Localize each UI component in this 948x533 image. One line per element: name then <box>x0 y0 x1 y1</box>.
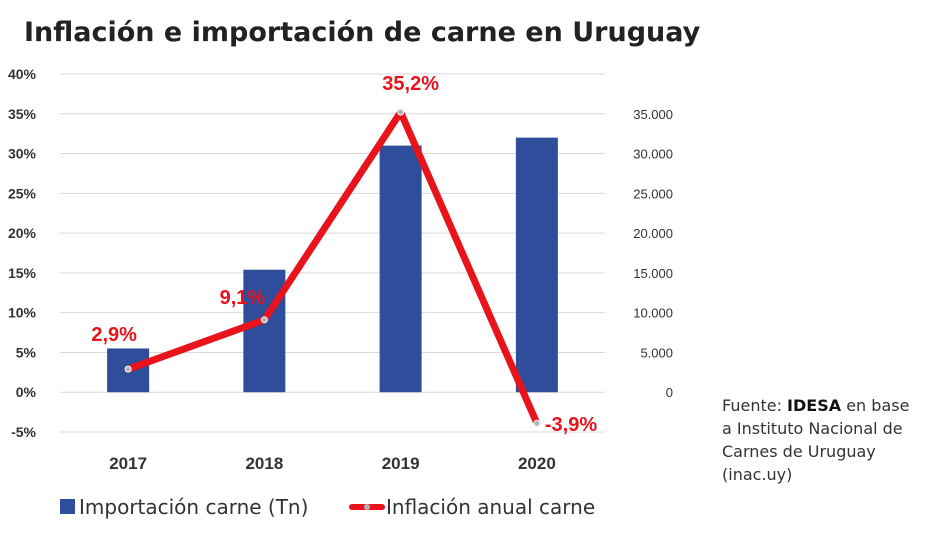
gridlines <box>60 73 605 433</box>
left-tick-label: 0% <box>16 384 37 400</box>
x-axis: 2017 2018 2019 2020 <box>109 454 556 473</box>
line-series: 2,9% 9,1% 35,2% -3,9% <box>91 73 597 436</box>
right-tick-label: 5.000 <box>640 345 673 360</box>
left-tick-label: 20% <box>8 225 37 241</box>
source-org: IDESA <box>787 396 842 415</box>
source-line1-rest: en base <box>841 396 910 415</box>
bar <box>379 145 422 393</box>
category-label: 2020 <box>518 454 556 473</box>
source-line-3: Carnes de Uruguay <box>722 442 876 461</box>
left-tick-label: 40% <box>8 66 37 82</box>
legend-label-bar: Importación carne (Tn) <box>79 495 308 519</box>
source-line-4: (inac.uy) <box>722 465 793 484</box>
data-label: -3,9% <box>545 414 597 436</box>
category-label: 2019 <box>382 454 420 473</box>
left-tick-label: 15% <box>8 265 37 281</box>
source-prefix: Fuente: <box>722 396 788 415</box>
line-point <box>533 419 541 427</box>
data-label: 2,9% <box>91 324 137 346</box>
right-tick-label: 30.000 <box>633 147 673 162</box>
left-tick-label: 35% <box>8 106 37 122</box>
chart-title: Inflación e importación de carne en Urug… <box>24 17 701 48</box>
data-label: 9,1% <box>220 287 266 309</box>
left-tick-label: 25% <box>8 185 37 201</box>
line-point <box>397 108 405 116</box>
bar <box>243 269 286 393</box>
right-axis: 35.000 30.000 25.000 20.000 15.000 10.000 5.00… <box>633 107 673 400</box>
category-label: 2017 <box>109 454 147 473</box>
right-tick-label: 25.000 <box>633 186 673 201</box>
bar <box>515 137 558 393</box>
left-tick-label: 10% <box>8 305 37 321</box>
source-line-1: Fuente: IDESA en base <box>722 394 948 417</box>
legend-swatch-bar <box>60 499 75 514</box>
right-tick-label: 15.000 <box>633 266 673 281</box>
line-path <box>124 108 541 427</box>
right-tick-label: 20.000 <box>633 226 673 241</box>
left-tick-label: 5% <box>16 344 37 360</box>
line-point <box>260 316 268 324</box>
right-tick-label: 10.000 <box>633 306 673 321</box>
legend: Importación carne (Tn) Inflación anual ca… <box>60 495 595 519</box>
left-tick-label: -5% <box>11 424 36 440</box>
legend-label-line: Inflación anual carne <box>386 495 595 519</box>
line-point <box>124 365 132 373</box>
legend-marker-line <box>364 504 370 510</box>
category-label: 2018 <box>245 454 283 473</box>
bar-series <box>107 137 558 393</box>
left-tick-label: 30% <box>8 146 37 162</box>
source-line-2: a Instituto Nacional de <box>722 419 903 438</box>
right-tick-label: 35.000 <box>633 107 673 122</box>
source-note: Fuente: IDESA en base a Instituto Nacion… <box>722 394 948 486</box>
left-axis: 40% 35% 30% 25% 20% 15% 10% 5% 0% -5% <box>8 66 37 440</box>
data-label: 35,2% <box>382 73 439 95</box>
right-tick-label: 0 <box>666 385 673 400</box>
